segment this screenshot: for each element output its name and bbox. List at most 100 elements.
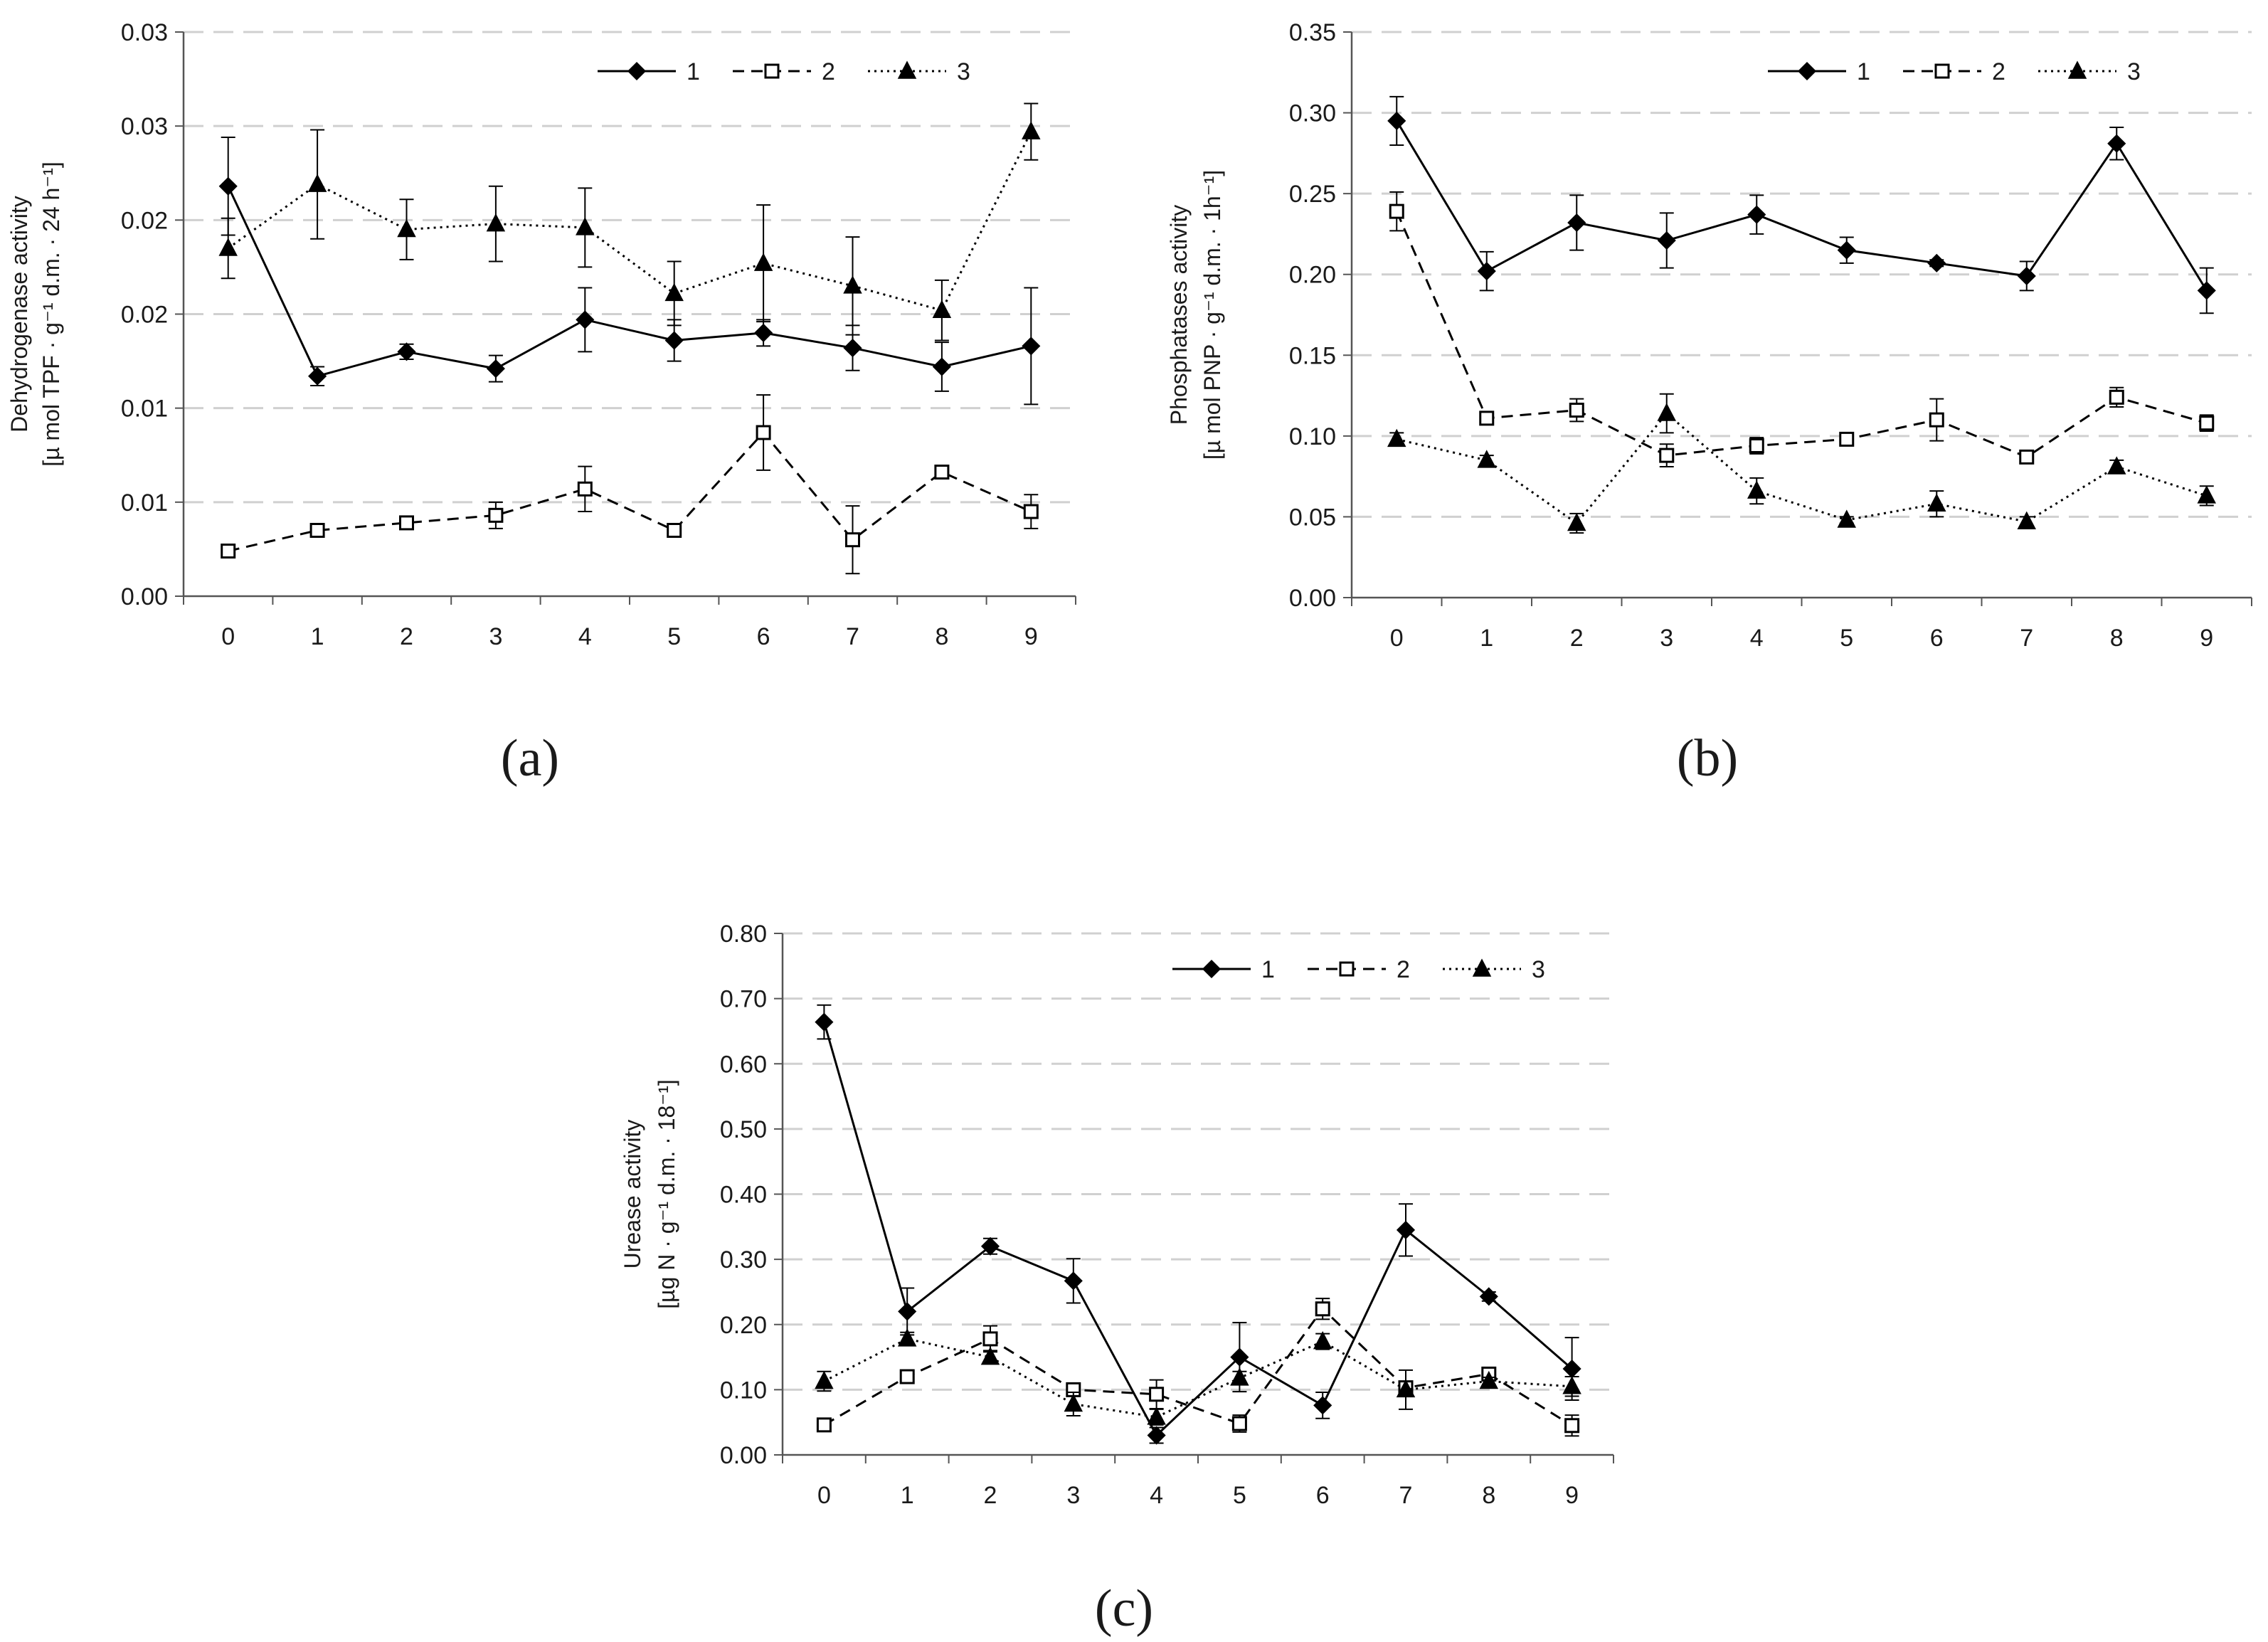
series-line	[1395, 120, 2208, 292]
y-tick-label: 0.03	[121, 113, 168, 140]
data-point	[1231, 1416, 1247, 1431]
y-tick-label: 0.00	[720, 1442, 767, 1469]
legend-label: 3	[1532, 956, 1545, 983]
y-tick-label: 0.01	[121, 396, 168, 423]
data-point	[982, 1331, 998, 1347]
x-tick-label: 4	[1750, 625, 1764, 652]
y-tick-label: 0.02	[121, 302, 168, 329]
data-point	[843, 339, 862, 358]
data-point	[576, 310, 595, 329]
data-point	[486, 359, 505, 378]
series-line	[1395, 211, 2208, 459]
legend-marker	[2067, 60, 2087, 79]
data-point	[2017, 266, 2036, 286]
y-tick-label: 0.35	[1289, 19, 1336, 46]
x-tick-label: 9	[1565, 1482, 1579, 1509]
data-point	[845, 532, 860, 548]
data-point	[1927, 493, 1946, 512]
data-point	[899, 1369, 915, 1384]
x-tick-label: 1	[311, 623, 324, 650]
data-point	[1313, 1330, 1332, 1350]
legend-label: 1	[1857, 58, 1870, 85]
y-tick-label: 0.10	[1289, 423, 1336, 450]
legend-marker	[1797, 61, 1817, 81]
legend: 1 2 3	[1768, 58, 2141, 85]
x-tick-label: 8	[1482, 1482, 1495, 1509]
data-point	[1749, 438, 1764, 453]
y-tick-label: 0.50	[720, 1116, 767, 1143]
x-tick-label: 9	[1024, 623, 1038, 650]
data-point	[1927, 253, 1946, 272]
x-tick-label: 8	[2110, 625, 2124, 652]
y-tick-label: 0.03	[121, 19, 168, 46]
x-tick-label: 7	[2020, 625, 2033, 652]
data-point	[1839, 431, 1855, 447]
series-line	[822, 1022, 1573, 1437]
legend-marker	[897, 60, 917, 79]
data-point	[1837, 240, 1856, 260]
data-point	[2109, 389, 2124, 405]
series-2	[1389, 191, 2215, 468]
data-point	[664, 331, 684, 350]
legend-label: 2	[822, 58, 835, 85]
data-point	[218, 238, 238, 256]
data-point	[1747, 205, 1766, 224]
data-point	[754, 323, 773, 342]
data-point	[1023, 504, 1039, 519]
data-point	[1479, 1370, 1499, 1389]
series-line	[823, 1307, 1573, 1427]
data-point	[576, 217, 595, 235]
data-point	[308, 366, 327, 386]
legend: 1 2 3	[1172, 956, 1545, 983]
x-tick-label: 2	[984, 1482, 997, 1509]
data-point	[1477, 450, 1496, 468]
legend: 1 2 3	[598, 58, 970, 85]
legend-label: 2	[1397, 956, 1410, 983]
data-point	[2107, 134, 2126, 153]
data-point	[1659, 447, 1675, 463]
data-point	[667, 522, 682, 538]
data-point	[1064, 1393, 1083, 1412]
y-tick-label: 0.02	[121, 207, 168, 234]
legend-label: 1	[687, 58, 700, 85]
y-tick-label: 0.00	[121, 583, 168, 610]
data-point	[843, 275, 862, 294]
data-point	[897, 1328, 917, 1347]
series-3	[815, 1328, 1581, 1426]
data-point	[1230, 1347, 1249, 1367]
data-point	[756, 425, 771, 440]
x-tick-label: 2	[400, 623, 413, 650]
data-point	[309, 522, 325, 538]
data-point	[1315, 1301, 1330, 1317]
data-point	[221, 544, 236, 559]
y-axis-unit: [µ mol PNP · g⁻¹ d.m. · 1h⁻¹]	[1199, 170, 1225, 460]
x-tick-label: 3	[1660, 625, 1673, 652]
x-tick-label: 4	[1150, 1482, 1163, 1509]
legend-marker	[1202, 959, 1222, 979]
series-line	[1396, 411, 2208, 525]
legend-label: 2	[1992, 58, 2005, 85]
legend-marker	[1934, 63, 1950, 79]
panel-label: (a)	[501, 729, 559, 788]
x-tick-label: 5	[1233, 1482, 1246, 1509]
data-point	[1479, 1287, 1498, 1306]
legend-marker	[1472, 958, 1492, 977]
x-tick-label: 7	[846, 623, 859, 650]
x-tick-label: 0	[1390, 625, 1404, 652]
data-point	[1313, 1396, 1332, 1415]
y-axis-title: Dehydrogenase activity	[6, 196, 32, 433]
series-3	[1387, 393, 2216, 534]
x-tick-label: 7	[1399, 1482, 1413, 1509]
legend-label: 3	[2127, 58, 2141, 85]
data-point	[1477, 262, 1496, 281]
data-point	[1562, 1376, 1581, 1394]
y-tick-label: 0.20	[720, 1312, 767, 1339]
data-point	[1064, 1271, 1083, 1291]
x-tick-label: 0	[817, 1482, 831, 1509]
data-point	[1569, 403, 1584, 418]
x-tick-label: 0	[221, 623, 235, 650]
y-tick-label: 0.70	[720, 986, 767, 1013]
data-point	[932, 300, 952, 318]
data-point	[1567, 213, 1586, 233]
